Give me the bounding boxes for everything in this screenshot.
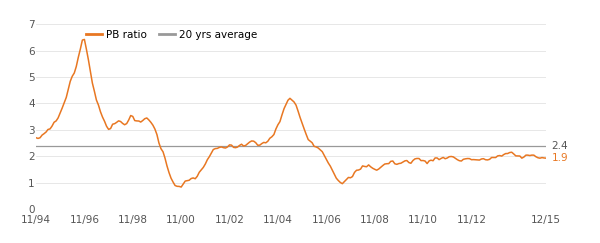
Text: 1.9: 1.9 xyxy=(551,153,568,163)
Legend: PB ratio, 20 yrs average: PB ratio, 20 yrs average xyxy=(82,26,262,44)
Text: 2.4: 2.4 xyxy=(551,141,568,151)
